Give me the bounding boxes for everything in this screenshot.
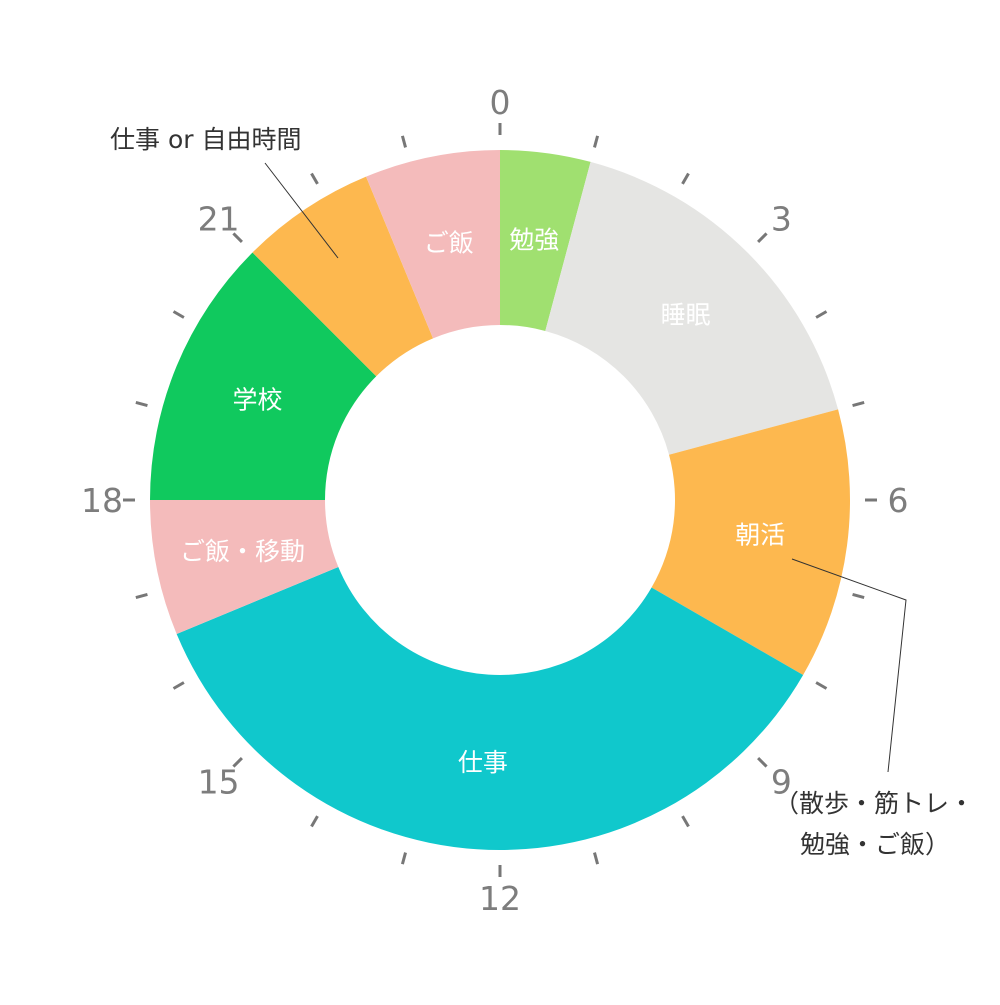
- segment-label-4: ご飯・移動: [180, 537, 305, 566]
- segment-3: [176, 566, 804, 851]
- annotation-free-time-text: 仕事 or 自由時間: [110, 125, 301, 154]
- annotation-morning-detail: （散歩・筋トレ・ 勉強・ご飯）: [774, 558, 974, 859]
- segment-label-7: ご飯: [424, 229, 474, 258]
- hour-label-9: 9: [771, 762, 792, 801]
- hour-tick-4: [815, 310, 828, 319]
- hour-tick-11: [593, 852, 600, 865]
- hour-tick-2: [681, 172, 690, 185]
- segment-5: [150, 252, 377, 500]
- hour-label-21: 21: [198, 200, 240, 239]
- hour-label-15: 15: [198, 762, 240, 801]
- segment-label-1: 睡眠: [661, 300, 711, 329]
- hour-tick-14: [310, 815, 319, 828]
- hour-tick-23: [400, 135, 407, 148]
- segment-0: [500, 150, 591, 331]
- hour-tick-10: [681, 815, 690, 828]
- annotation-morning-detail-leader: [791, 558, 907, 773]
- segment-7: [366, 150, 500, 339]
- segment-4: [150, 500, 339, 634]
- hour-tick-7: [852, 593, 865, 600]
- segment-6: [252, 176, 434, 377]
- segment-label-0: 勉強: [509, 226, 559, 255]
- annotation-free-time-leader: [264, 162, 339, 259]
- annotation-free-time: 仕事 or 自由時間: [110, 125, 339, 259]
- segment-label-5: 学校: [232, 386, 282, 415]
- hour-labels-group: 0 3 6 9 12 15 18 21: [81, 83, 909, 918]
- hour-label-18: 18: [81, 481, 123, 520]
- hour-tick-15: [232, 757, 243, 768]
- hour-tick-17: [135, 593, 148, 600]
- hour-tick-19: [135, 400, 148, 407]
- annotation-morning-detail-line1: （散歩・筋トレ・: [774, 789, 974, 818]
- hour-tick-1: [593, 135, 600, 148]
- segment-2: [651, 409, 850, 675]
- hour-label-0: 0: [490, 83, 511, 122]
- segments-group: [150, 150, 850, 851]
- hour-tick-3: [757, 232, 768, 243]
- hour-label-3: 3: [771, 200, 792, 239]
- annotation-morning-detail-line2: 勉強・ご飯）: [800, 830, 950, 859]
- hour-tick-22: [310, 172, 319, 185]
- hour-ticks-group: [123, 123, 877, 877]
- hour-tick-13: [400, 852, 407, 865]
- hour-label-12: 12: [479, 879, 521, 918]
- hour-tick-20: [172, 310, 185, 319]
- hour-tick-9: [757, 757, 768, 768]
- segment-1: [545, 161, 839, 455]
- hour-tick-8: [815, 681, 828, 690]
- hour-label-6: 6: [888, 481, 909, 520]
- hour-tick-16: [172, 681, 185, 690]
- hour-tick-21: [232, 232, 243, 243]
- hour-tick-5: [852, 400, 865, 407]
- segment-label-3: 仕事: [458, 748, 508, 777]
- segment-label-2: 朝活: [735, 520, 785, 549]
